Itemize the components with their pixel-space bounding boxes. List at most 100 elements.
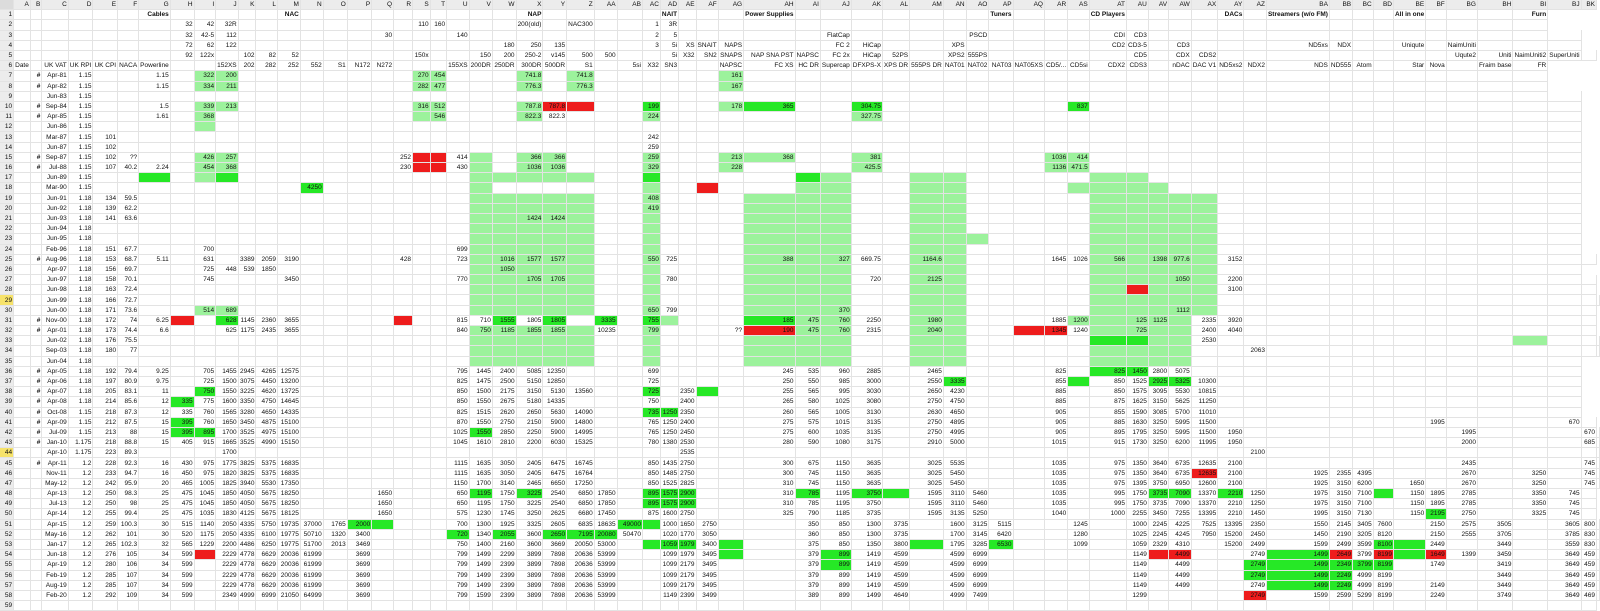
cell-U12[interactable] <box>446 121 470 133</box>
cell-C47[interactable]: May-12 <box>41 478 69 490</box>
cell-BK59[interactable] <box>1581 600 1598 611</box>
cell-AZ27[interactable] <box>1243 274 1267 286</box>
cell-AG23[interactable] <box>718 233 745 245</box>
cell-AF54[interactable]: 3495 <box>696 549 719 561</box>
cell-G35[interactable] <box>138 356 171 367</box>
cell-AN37[interactable]: 3335 <box>943 376 967 388</box>
cell-AT35[interactable] <box>1089 356 1128 367</box>
cell-P3[interactable] <box>347 30 373 41</box>
cell-X42[interactable]: 2250 <box>516 427 544 439</box>
cell-R31[interactable] <box>393 315 414 327</box>
cell-AF7[interactable] <box>696 70 719 82</box>
cell-AE56[interactable]: 2179 <box>678 570 697 581</box>
cell-R57[interactable] <box>393 580 414 591</box>
cell-X32[interactable]: 1855 <box>516 325 544 337</box>
cell-G8[interactable]: 1.15 <box>138 81 171 92</box>
cell-AR37[interactable]: 855 <box>1044 376 1069 388</box>
cell-BE35[interactable] <box>1393 356 1427 367</box>
cell-Q13[interactable] <box>371 131 395 143</box>
cell-AF19[interactable] <box>696 193 719 204</box>
cell-E40[interactable]: 218 <box>92 407 119 418</box>
cell-N4[interactable] <box>300 40 324 51</box>
cell-BA18[interactable] <box>1266 182 1330 194</box>
cell-K38[interactable]: 3225 <box>238 386 257 398</box>
cell-O15[interactable] <box>323 152 348 164</box>
cell-AB27[interactable] <box>617 274 643 286</box>
cell-AC42[interactable]: 765 <box>642 427 661 439</box>
cell-AQ34[interactable] <box>1013 345 1045 357</box>
cell-BD4[interactable] <box>1373 40 1394 51</box>
cell-K16[interactable] <box>238 162 257 174</box>
cell-BJ29[interactable] <box>1547 294 1582 306</box>
cell-O5[interactable] <box>323 50 348 62</box>
column-header-AW[interactable]: AW <box>1168 0 1192 11</box>
cell-J1[interactable] <box>215 9 239 21</box>
cell-H49[interactable]: 475 <box>170 498 195 510</box>
cell-Q46[interactable] <box>371 468 395 479</box>
cell-AN53[interactable]: 1795 <box>943 539 967 551</box>
cell-AF58[interactable]: 3499 <box>696 590 719 602</box>
cell-AL42[interactable] <box>882 427 911 439</box>
cell-BH36[interactable] <box>1477 366 1514 377</box>
cell-AS3[interactable] <box>1067 30 1090 41</box>
cell-U25[interactable]: 723 <box>446 254 470 265</box>
cell-BE57[interactable] <box>1393 580 1427 591</box>
cell-Y48[interactable]: 2540 <box>542 488 568 500</box>
row-number[interactable]: 28 <box>0 284 15 296</box>
cell-BH38[interactable] <box>1477 386 1514 398</box>
cell-AM35[interactable] <box>909 356 944 367</box>
cell-AS31[interactable]: 1200 <box>1067 315 1090 327</box>
row-number[interactable]: 19 <box>0 193 15 204</box>
cell-BD22[interactable] <box>1373 223 1394 235</box>
select-all-corner[interactable] <box>0 0 15 11</box>
cell-B26[interactable] <box>30 264 43 276</box>
cell-C53[interactable]: Jan-17 <box>41 539 69 551</box>
cell-F46[interactable]: 94.7 <box>117 468 140 479</box>
cell-S24[interactable] <box>412 244 431 255</box>
cell-J16[interactable]: 368 <box>215 162 239 174</box>
cell-AS12[interactable] <box>1067 121 1090 133</box>
cell-AQ44[interactable] <box>1013 447 1045 459</box>
cell-AE36[interactable] <box>678 366 697 377</box>
cell-Q30[interactable] <box>371 305 395 316</box>
cell-AE45[interactable]: 2750 <box>678 457 697 469</box>
cell-F2[interactable] <box>117 19 140 31</box>
cell-A4[interactable] <box>13 40 31 51</box>
cell-BH37[interactable] <box>1477 376 1514 388</box>
cell-AN9[interactable] <box>943 91 967 102</box>
cell-Q18[interactable] <box>371 182 395 194</box>
cell-AP5[interactable] <box>988 50 1014 62</box>
cell-AZ17[interactable] <box>1243 172 1267 184</box>
cell-AY46[interactable]: 2100 <box>1217 468 1245 479</box>
cell-Q10[interactable] <box>371 101 395 113</box>
cell-AR7[interactable] <box>1044 70 1069 82</box>
cell-Q26[interactable] <box>371 264 395 276</box>
cell-BI56[interactable] <box>1512 570 1549 581</box>
cell-AF41[interactable] <box>696 417 719 428</box>
cell-T17[interactable] <box>430 172 448 184</box>
cell-AT37[interactable]: 850 <box>1089 376 1128 388</box>
cell-BB55[interactable]: 2349 <box>1329 559 1354 571</box>
cell-BG11[interactable] <box>1446 111 1478 123</box>
cell-BJ59[interactable] <box>1547 600 1582 611</box>
cell-AG48[interactable] <box>718 488 745 500</box>
cell-S57[interactable] <box>412 580 431 591</box>
row-number[interactable]: 32 <box>0 325 15 337</box>
cell-AW39[interactable]: 5625 <box>1168 396 1192 408</box>
cell-AG54[interactable] <box>718 549 745 561</box>
cell-AH57[interactable] <box>743 580 796 591</box>
cell-BG42[interactable]: 1995 <box>1446 427 1478 439</box>
cell-AC30[interactable]: 650 <box>642 305 661 316</box>
cell-F6[interactable]: NACA <box>117 60 140 72</box>
cell-AV29[interactable] <box>1148 294 1170 306</box>
cell-AD4[interactable]: 5i <box>660 40 680 51</box>
cell-BC22[interactable] <box>1352 223 1374 235</box>
row-number[interactable]: 42 <box>0 427 15 439</box>
cell-AM7[interactable] <box>909 70 944 82</box>
cell-AM16[interactable] <box>909 162 944 174</box>
cell-L57[interactable]: 6629 <box>255 580 278 591</box>
cell-AM28[interactable] <box>909 284 944 296</box>
cell-AK29[interactable] <box>851 294 883 306</box>
cell-E38[interactable]: 205 <box>92 386 119 398</box>
cell-AV30[interactable] <box>1148 305 1170 316</box>
